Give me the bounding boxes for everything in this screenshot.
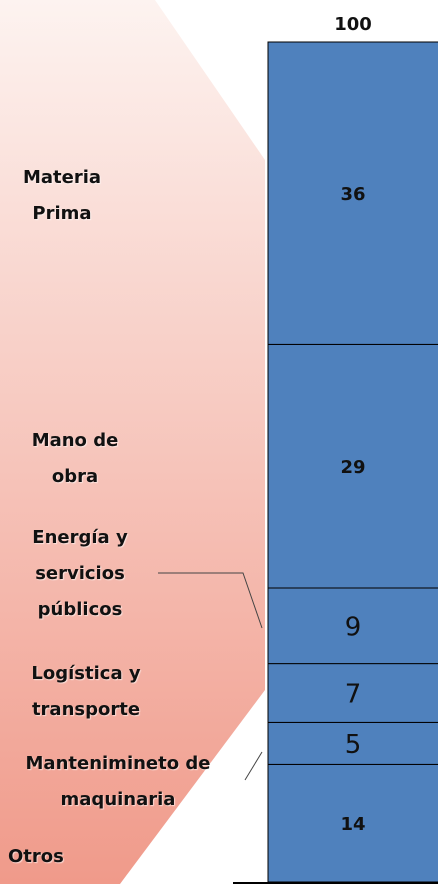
value-label: 9 [345,612,362,642]
value-label: 5 [345,730,362,760]
background-shape [0,0,265,884]
connector [158,572,263,629]
value-label: 36 [340,184,365,205]
bar-segment [267,587,438,665]
total-label: 100 [334,14,372,35]
category-label: Mantenimineto de maquinaria [25,753,211,810]
bar-segment [267,763,438,883]
category-label: Mano de obra [31,430,119,487]
category-label: Logística y transporte [31,663,141,720]
category-label: Energía y servicios públicos [32,527,128,620]
bar-segment [267,41,438,345]
category-label: Materia Prima [22,167,102,224]
value-label: 7 [345,680,362,710]
category-label: Otros [8,846,64,867]
bar-segment [267,721,438,765]
connector [244,751,263,781]
bar-segment [267,343,438,589]
value-label: 29 [340,457,365,478]
value-label: 14 [340,814,365,835]
